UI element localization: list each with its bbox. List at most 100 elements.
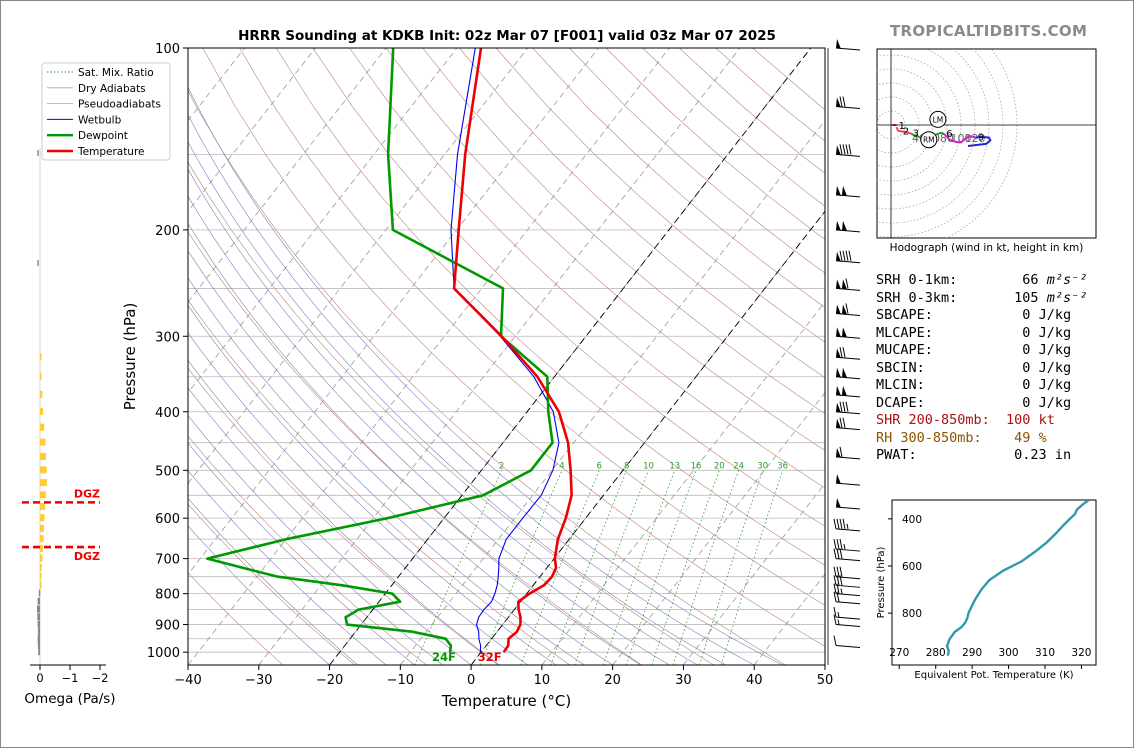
stats-value: 0 bbox=[1006, 324, 1031, 341]
pseudoadiabat bbox=[188, 250, 613, 665]
storm-motion-label: LM bbox=[933, 115, 944, 124]
omega-bar bbox=[37, 627, 40, 635]
wind-barb bbox=[835, 96, 861, 110]
omega-x-tick-label: −2 bbox=[92, 671, 109, 685]
mixing-ratio-label: 2 bbox=[499, 461, 504, 471]
stats-row: SBCIN: 0 J/kg bbox=[876, 360, 1087, 378]
x-axis-label: Temperature (°C) bbox=[441, 692, 571, 710]
legend-label: Pseudoadiabats bbox=[78, 99, 161, 111]
dry-adiabat bbox=[188, 435, 427, 665]
x-tick-label: −30 bbox=[245, 673, 272, 688]
theta-y-tick-label: 400 bbox=[902, 514, 922, 526]
barb-full bbox=[842, 347, 846, 358]
omega-x-tick-label: 0 bbox=[36, 671, 43, 685]
barb-full bbox=[842, 401, 846, 412]
storm-motion-marker bbox=[929, 110, 947, 128]
stats-unit: J/kg bbox=[1030, 377, 1072, 393]
stats-value: 0 bbox=[1006, 377, 1031, 393]
mixing-ratio-line bbox=[602, 470, 676, 665]
hodograph-plot: 40608010012012369LMRM bbox=[877, 49, 1096, 238]
legend-label: Dry Adiabats bbox=[78, 83, 146, 95]
barb-flag bbox=[836, 251, 841, 262]
barb-full bbox=[839, 250, 843, 261]
omega-bar bbox=[40, 514, 45, 522]
theta-y-tick-label: 600 bbox=[902, 561, 922, 573]
pseudoadiabat bbox=[188, 387, 472, 665]
y-tick-label: 300 bbox=[155, 330, 180, 345]
storm-motion-marker bbox=[920, 131, 938, 149]
stats-value: 0.23 bbox=[1006, 447, 1047, 463]
barb-flag bbox=[836, 145, 841, 156]
x-tick-label: 30 bbox=[675, 673, 692, 688]
stats-table: SRH 0-1km: 66 m²s⁻² SRH 0-3km: 105 m²s⁻² S… bbox=[876, 272, 1087, 465]
wind-barbs bbox=[827, 39, 861, 665]
barb-full bbox=[845, 144, 849, 155]
pseudoadiabat bbox=[188, 359, 500, 665]
surface-temperature-label: 32F bbox=[478, 650, 502, 664]
wind-barb bbox=[833, 614, 861, 628]
hodograph-height-label: 6 bbox=[946, 129, 952, 140]
wind-barb bbox=[833, 583, 861, 597]
wind-barb bbox=[835, 497, 861, 510]
barb-full bbox=[842, 518, 846, 529]
x-tick-label: −10 bbox=[387, 673, 414, 688]
omega-bar bbox=[40, 407, 43, 415]
y-tick-label: 200 bbox=[155, 224, 180, 239]
stats-value: 0 bbox=[1006, 307, 1031, 323]
barb-full bbox=[836, 518, 840, 529]
omega-bar bbox=[37, 613, 40, 621]
barb-full bbox=[839, 347, 843, 358]
wind-barb bbox=[833, 566, 861, 580]
skewt-profiles bbox=[206, 48, 573, 653]
stats-value: 0 bbox=[1006, 359, 1031, 376]
barb-half bbox=[840, 588, 843, 594]
omega-bar bbox=[37, 605, 40, 613]
omega-bar bbox=[40, 491, 46, 499]
barb-full bbox=[833, 635, 837, 646]
omega-bar bbox=[40, 581, 42, 589]
dry-adiabat bbox=[188, 367, 499, 665]
storm-motion-label: RM bbox=[923, 136, 935, 145]
theta-plot bbox=[945, 500, 1090, 656]
barb-full bbox=[836, 583, 840, 594]
pseudoadiabat bbox=[188, 442, 415, 665]
barb-shaft bbox=[835, 616, 861, 620]
mixing-ratio-label: 24 bbox=[733, 461, 744, 471]
omega-bar bbox=[40, 390, 43, 398]
stats-label: MLCAPE: bbox=[876, 324, 1007, 341]
barb-full bbox=[839, 575, 843, 586]
barb-flag bbox=[836, 447, 841, 458]
y-tick-label: 900 bbox=[155, 619, 180, 634]
barb-shaft bbox=[835, 645, 861, 649]
wind-barb bbox=[835, 303, 861, 316]
pseudoadiabat bbox=[188, 414, 443, 665]
omega-x-label: Omega (Pa/s) bbox=[24, 691, 115, 707]
dry-adiabat bbox=[188, 572, 284, 665]
barb-shaft bbox=[835, 528, 861, 532]
y-tick-label: 700 bbox=[155, 553, 180, 568]
barb-flag bbox=[836, 304, 841, 315]
stats-unit: m²s⁻² bbox=[1038, 289, 1088, 306]
isotherm-line bbox=[258, 48, 741, 665]
omega-bar bbox=[40, 479, 47, 487]
barb-full bbox=[842, 417, 846, 428]
isotherm-line bbox=[188, 48, 670, 665]
barb-flag bbox=[836, 474, 841, 485]
stats-unit: J/kg bbox=[1030, 324, 1072, 341]
barb-shaft bbox=[835, 601, 861, 605]
omega-bar bbox=[37, 641, 40, 649]
hodograph-segment bbox=[943, 133, 976, 144]
dry-adiabat bbox=[349, 48, 825, 489]
barb-flag bbox=[842, 304, 847, 315]
mixing-ratio-label: 10 bbox=[643, 461, 654, 471]
omega-bar bbox=[40, 535, 44, 543]
stats-unit: % bbox=[1030, 429, 1047, 446]
barb-half bbox=[843, 543, 846, 550]
dgz-label-bottom: DGZ bbox=[74, 550, 100, 563]
mixing-ratio-label: 13 bbox=[669, 461, 680, 471]
barb-full bbox=[833, 575, 837, 586]
stats-value: 0 bbox=[1006, 342, 1031, 358]
x-tick-label: −20 bbox=[316, 673, 343, 688]
y-tick-label: 600 bbox=[155, 512, 180, 527]
